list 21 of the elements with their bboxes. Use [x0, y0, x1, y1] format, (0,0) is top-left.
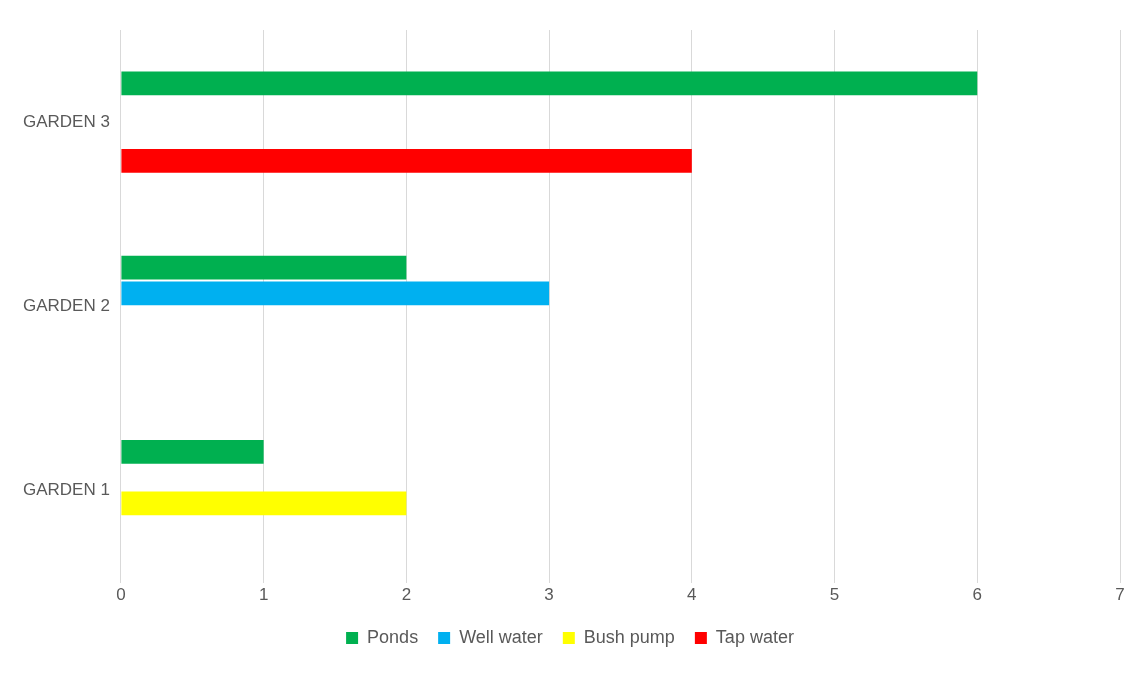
y-tick-label: GARDEN 1 — [22, 480, 110, 500]
bar — [121, 71, 978, 96]
bar — [121, 491, 407, 516]
x-tick-label: 2 — [401, 585, 412, 605]
legend-label: Well water — [459, 626, 543, 647]
y-tick-label: GARDEN 3 — [22, 111, 110, 131]
bar — [121, 439, 264, 464]
x-tick-label: 5 — [829, 585, 840, 605]
legend-label: Bush pump — [583, 626, 675, 647]
x-tick-label: 7 — [1115, 585, 1125, 605]
legend-label: Tap water — [715, 626, 794, 647]
x-tick-label: 0 — [116, 585, 126, 605]
bar — [121, 255, 407, 280]
x-tick-label: 6 — [972, 585, 983, 605]
bar — [121, 148, 692, 173]
x-tick-label: 1 — [258, 585, 269, 605]
x-tick-label: 3 — [544, 585, 554, 605]
legend-label: Ponds — [367, 626, 419, 647]
y-tick-label: GARDEN 2 — [22, 295, 110, 315]
x-tick-label: 4 — [687, 585, 697, 605]
bar — [121, 281, 550, 306]
